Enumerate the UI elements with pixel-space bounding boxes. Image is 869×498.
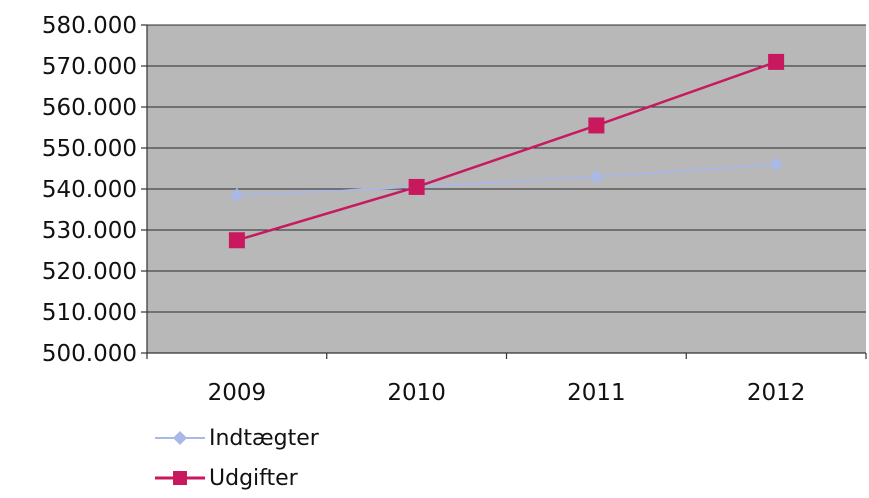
legend-swatch-udgifter bbox=[155, 471, 205, 485]
data-point-udgifter bbox=[408, 178, 425, 195]
legend-item-indtaegter: Indtægter bbox=[155, 418, 319, 458]
data-point-udgifter bbox=[588, 117, 605, 134]
x-tick-label: 2009 bbox=[208, 380, 267, 406]
x-tick-label: 2012 bbox=[747, 380, 806, 406]
x-tick-labels: 2009 2010 2011 2012 bbox=[208, 380, 806, 406]
data-point-indt-gter bbox=[229, 188, 244, 203]
data-point-udgifter bbox=[768, 53, 785, 70]
y-tick-labels: 500.000 510.000 520.000 530.000 540.000 550.0… bbox=[42, 13, 137, 367]
y-tick-label: 500.000 bbox=[42, 341, 137, 367]
legend-label-udgifter: Udgifter bbox=[209, 465, 298, 491]
y-tick-label: 520.000 bbox=[42, 259, 137, 285]
series-layer bbox=[228, 53, 785, 249]
x-tick-label: 2010 bbox=[387, 380, 446, 406]
series-udgifter bbox=[228, 53, 785, 249]
data-point-indt-gter bbox=[589, 169, 604, 184]
data-point-indt-gter bbox=[769, 157, 784, 172]
legend: Indtægter Udgifter bbox=[155, 418, 319, 498]
y-tick-label: 530.000 bbox=[42, 218, 137, 244]
data-point-udgifter bbox=[228, 232, 245, 249]
series-line-indt-gter bbox=[236, 163, 777, 197]
y-tick-label: 550.000 bbox=[42, 136, 137, 162]
legend-label-indtaegter: Indtægter bbox=[209, 425, 319, 451]
legend-item-udgifter: Udgifter bbox=[155, 458, 319, 498]
y-tick-label: 570.000 bbox=[42, 54, 137, 80]
gridlines bbox=[147, 24, 866, 313]
y-tick-label: 540.000 bbox=[42, 177, 137, 203]
y-tick-label: 580.000 bbox=[42, 13, 137, 39]
series-line-udgifter bbox=[236, 60, 777, 242]
legend-swatch-indtaegter bbox=[155, 431, 205, 445]
y-tick-label: 510.000 bbox=[42, 300, 137, 326]
axes bbox=[141, 24, 867, 359]
x-tick-label: 2011 bbox=[567, 380, 626, 406]
y-tick-label: 560.000 bbox=[42, 95, 137, 121]
